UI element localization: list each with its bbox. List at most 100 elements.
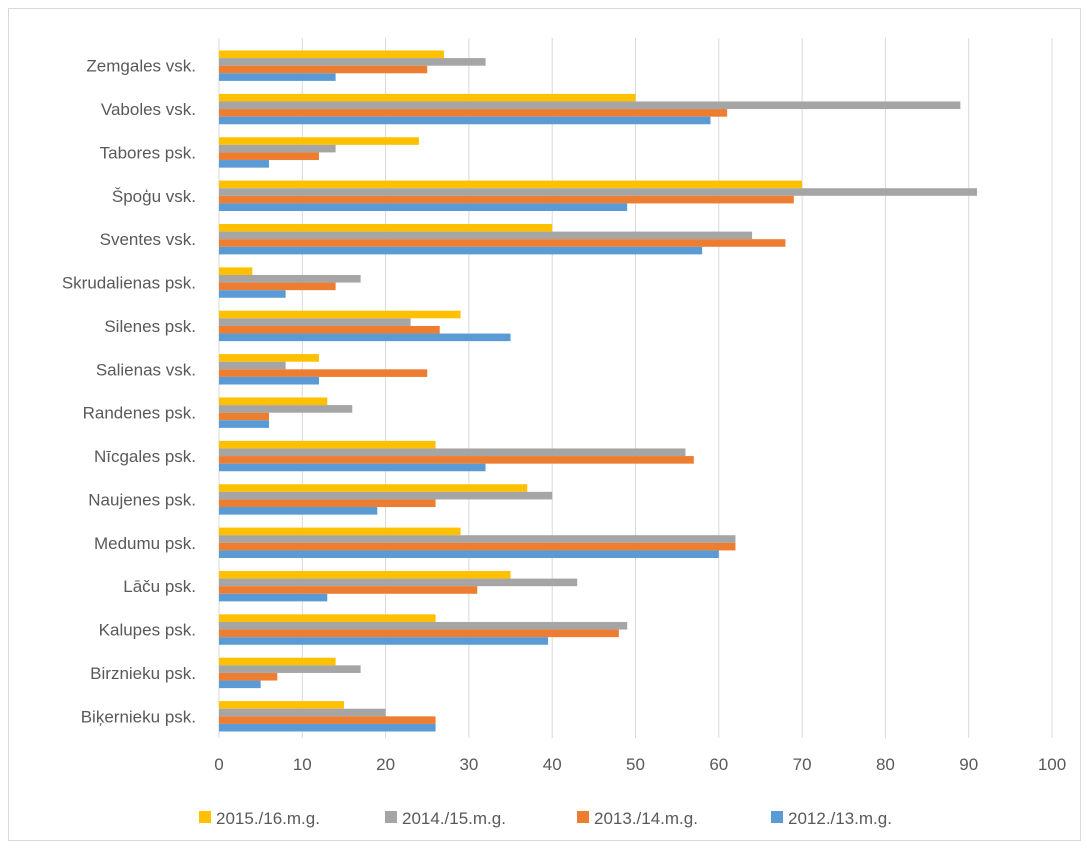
- bar-1-11: [219, 535, 736, 543]
- bar-3-9: [219, 463, 486, 472]
- bar-2-7: [219, 369, 428, 377]
- bar-2-8: [219, 412, 269, 421]
- bar-0-11: [219, 527, 461, 536]
- legend-label: 2013./14.m.g.: [594, 809, 698, 828]
- x-tick-label: 70: [793, 755, 812, 774]
- category-label: Špoģu vsk.: [112, 187, 196, 206]
- bar-1-6: [219, 318, 411, 326]
- legend-swatch: [199, 811, 211, 823]
- bar-3-10: [219, 507, 378, 515]
- bar-0-1: [219, 93, 636, 102]
- x-tick-label: 40: [543, 755, 562, 774]
- bar-1-12: [219, 578, 578, 587]
- bar-1-10: [219, 491, 553, 500]
- bar-3-14: [219, 680, 261, 689]
- bar-3-3: [219, 203, 628, 212]
- legend-swatch: [385, 811, 397, 823]
- legend: 2015./16.m.g. 2014./15.m.g. 2013./14.m.g. 2…: [199, 809, 892, 828]
- bar-2-11: [219, 542, 736, 551]
- bar-0-0: [219, 50, 444, 59]
- x-tick-label: 30: [459, 755, 478, 774]
- bar-0-4: [219, 223, 553, 232]
- bar-2-13: [219, 629, 619, 638]
- bar-1-0: [219, 58, 486, 66]
- bar-1-15: [219, 708, 386, 717]
- bar-2-5: [219, 282, 336, 291]
- bar-2-4: [219, 239, 786, 247]
- bar-3-7: [219, 376, 319, 385]
- x-tick-label: 80: [876, 755, 895, 774]
- bar-0-8: [219, 397, 328, 406]
- legend-swatch: [771, 811, 783, 823]
- bar-3-5: [219, 290, 286, 298]
- bar-0-13: [219, 614, 436, 622]
- bar-0-6: [219, 310, 461, 319]
- category-labels: Zemgales vsk. Vaboles vsk. Tabores psk. Špo…: [62, 57, 196, 727]
- bar-2-12: [219, 586, 478, 594]
- bar-3-1: [219, 116, 711, 125]
- bar-1-7: [219, 361, 286, 370]
- bar-2-6: [219, 325, 440, 334]
- bar-1-8: [219, 405, 353, 413]
- category-label: Randenes psk.: [83, 404, 196, 423]
- bar-1-9: [219, 448, 686, 457]
- bar-1-1: [219, 101, 961, 110]
- x-tick-label: 50: [626, 755, 645, 774]
- bar-3-0: [219, 73, 336, 81]
- x-tick-label: 0: [214, 755, 223, 774]
- bar-0-12: [219, 570, 511, 579]
- bar-0-15: [219, 701, 344, 709]
- bar-3-2: [219, 160, 269, 168]
- bar-1-13: [219, 621, 628, 630]
- bar-2-2: [219, 152, 319, 161]
- category-label: Birznieku psk.: [90, 664, 196, 683]
- category-label: Biķernieku psk.: [81, 707, 196, 726]
- bar-2-1: [219, 109, 728, 117]
- bar-1-2: [219, 144, 336, 153]
- category-label: Lāču psk.: [123, 577, 196, 596]
- category-label: Kalupes psk.: [99, 621, 196, 640]
- legend-swatch: [577, 811, 589, 823]
- legend-label: 2012./13.m.g.: [788, 809, 892, 828]
- x-tick-label: 100: [1038, 755, 1066, 774]
- bar-0-14: [219, 657, 336, 666]
- bar-1-3: [219, 188, 978, 196]
- legend-label: 2014./15.m.g.: [402, 809, 506, 828]
- chart-frame: [8, 8, 1081, 841]
- bar-1-4: [219, 231, 753, 240]
- bar-3-15: [219, 723, 436, 732]
- category-label: Naujenes psk.: [88, 490, 196, 509]
- bar-2-15: [219, 716, 436, 724]
- bar-3-13: [219, 637, 549, 645]
- x-tick-label: 90: [959, 755, 978, 774]
- bar-2-0: [219, 65, 428, 74]
- bar-3-11: [219, 550, 719, 559]
- bar-1-14: [219, 665, 361, 673]
- bar-3-12: [219, 593, 328, 602]
- bar-3-4: [219, 246, 703, 255]
- category-label: Nīcgales psk.: [94, 447, 196, 466]
- x-tick-label: 60: [709, 755, 728, 774]
- category-label: Skrudalienas psk.: [62, 274, 196, 293]
- category-label: Sventes vsk.: [100, 230, 196, 249]
- category-label: Salienas vsk.: [96, 360, 196, 379]
- bar-0-5: [219, 267, 253, 275]
- bar-0-3: [219, 180, 803, 189]
- bar-2-14: [219, 672, 278, 681]
- x-tick-label: 10: [293, 755, 312, 774]
- category-label: Medumu psk.: [94, 534, 196, 553]
- category-label: Zemgales vsk.: [86, 57, 196, 76]
- x-tick-label: 20: [376, 755, 395, 774]
- bar-2-10: [219, 499, 436, 508]
- bar-3-8: [219, 420, 269, 428]
- bar-0-9: [219, 440, 436, 449]
- bar-2-9: [219, 456, 694, 464]
- bar-3-6: [219, 333, 511, 342]
- x-tick-labels: 0 10 20 30 40 50 60 70 80 90 100: [214, 755, 1066, 774]
- bar-2-3: [219, 195, 794, 204]
- bars: [219, 50, 978, 732]
- bar-0-2: [219, 137, 419, 145]
- category-label: Vaboles vsk.: [101, 100, 196, 119]
- legend-label: 2015./16.m.g.: [216, 809, 320, 828]
